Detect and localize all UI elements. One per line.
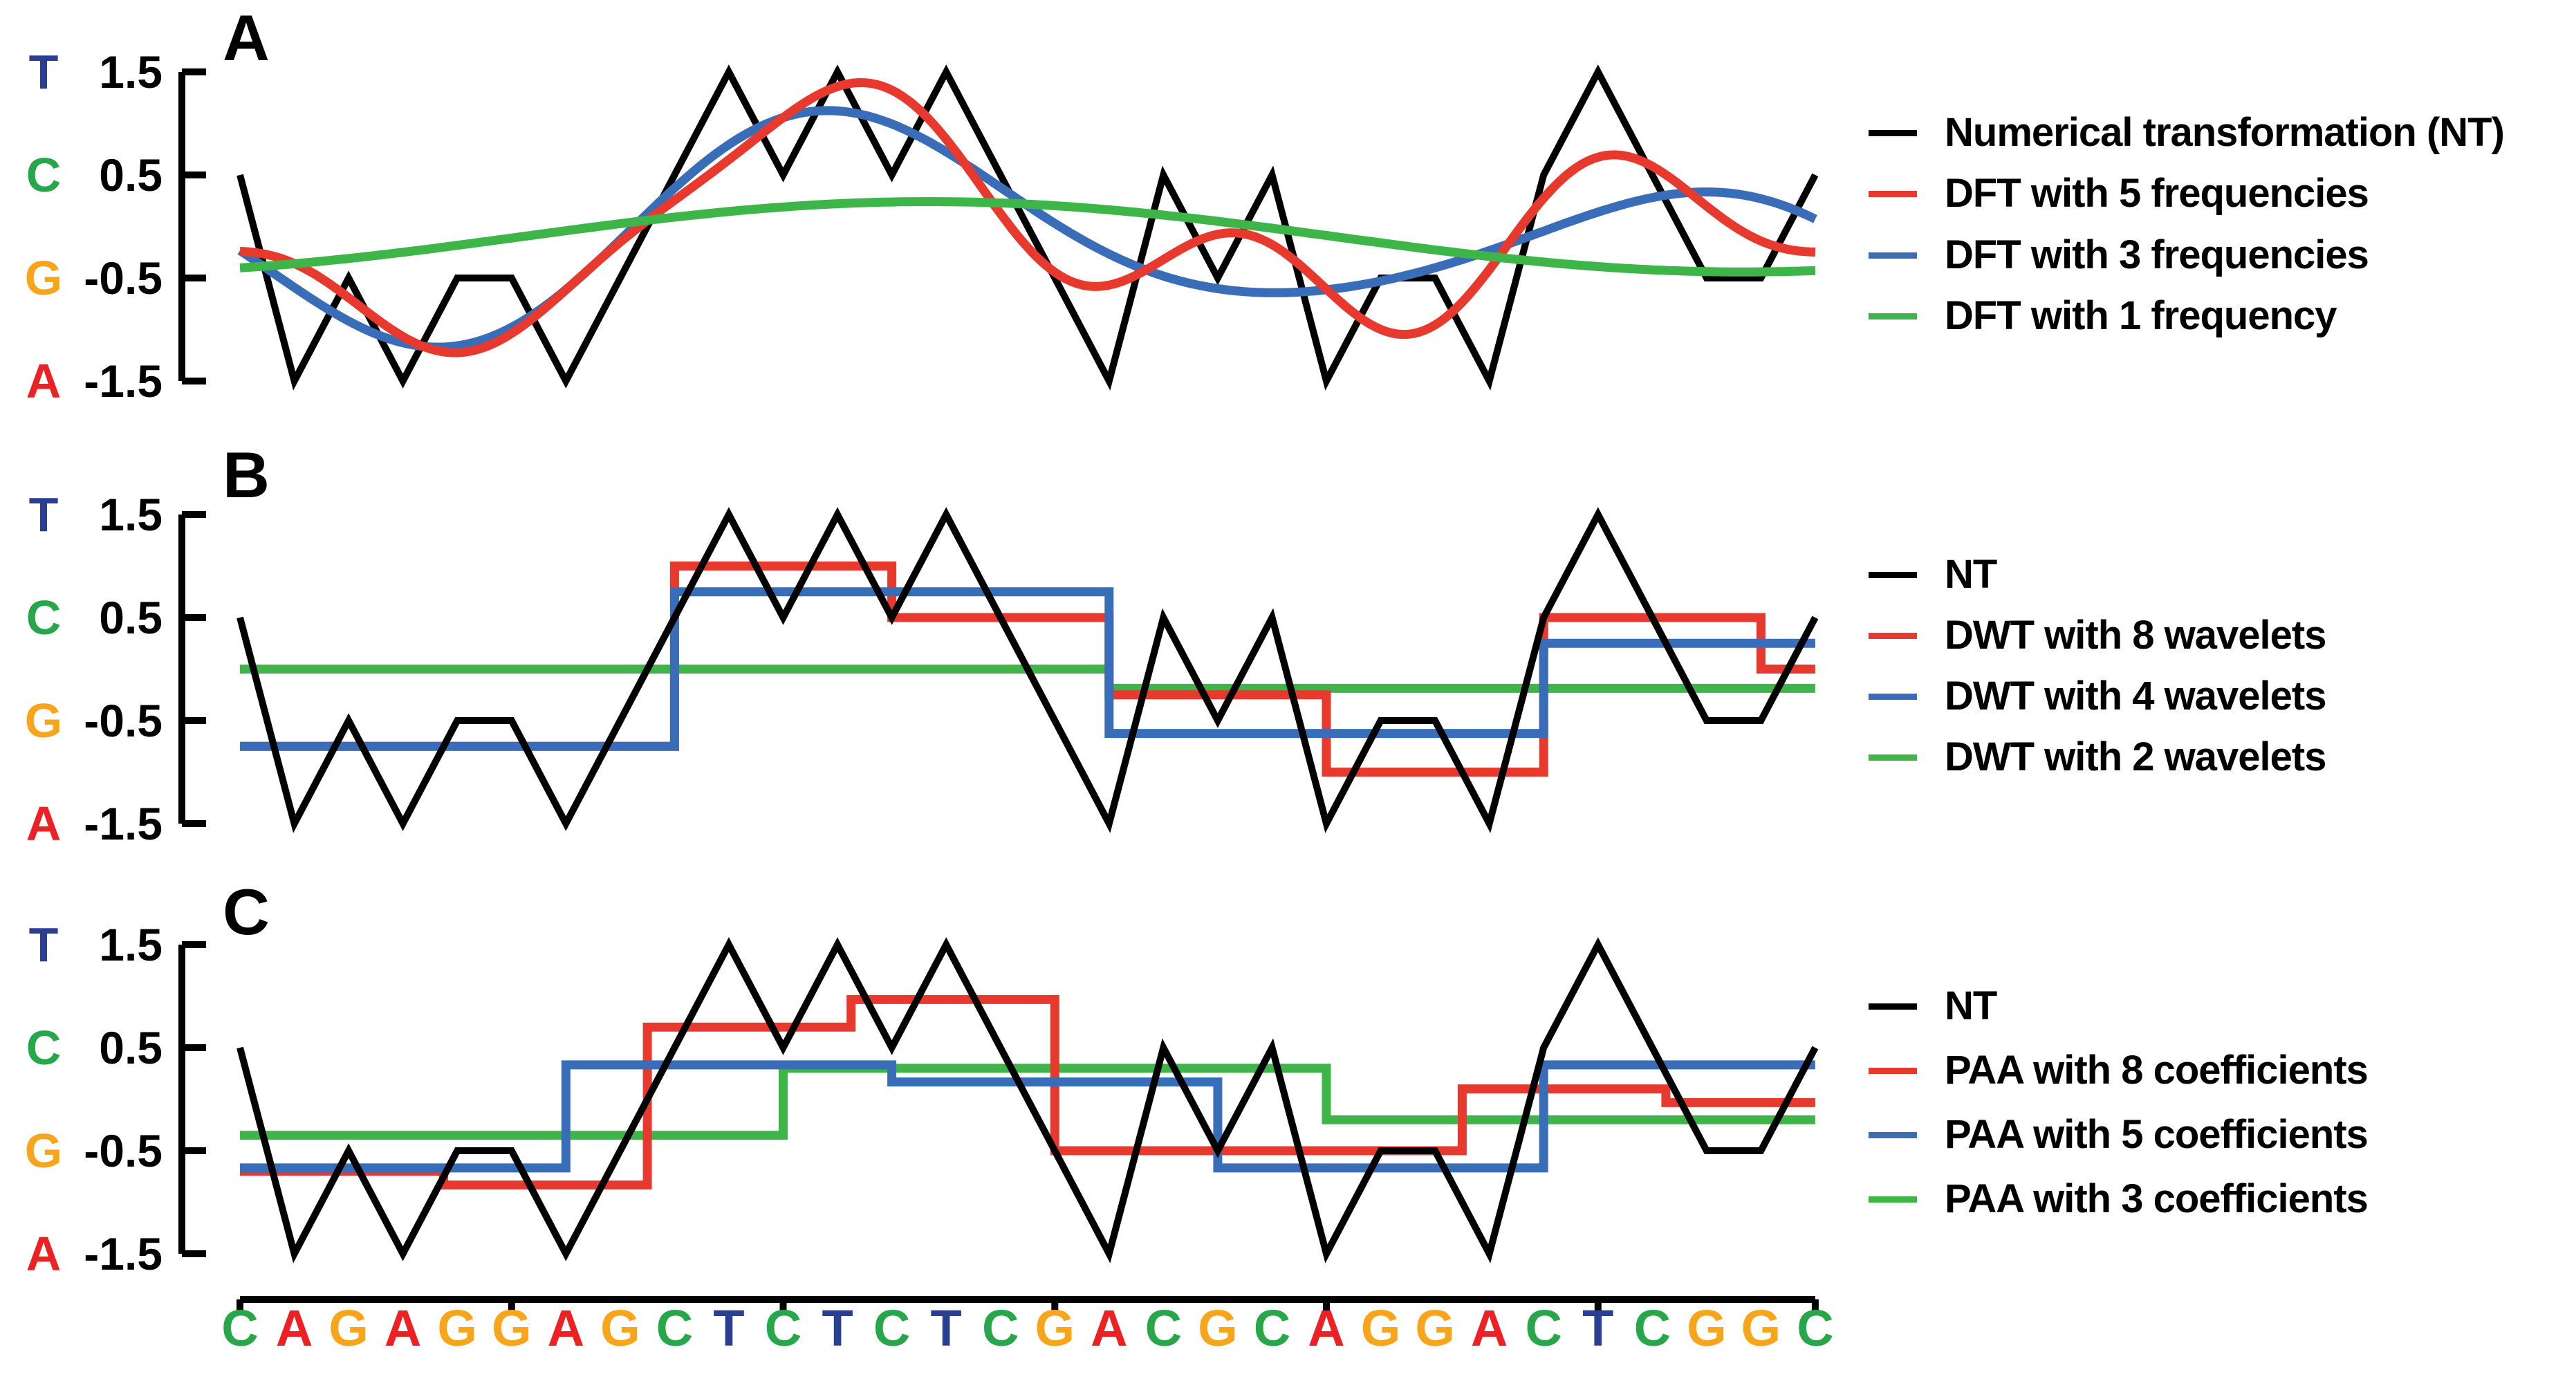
legend-swatch-dft-with-5-frequencies-icon: [1869, 191, 1917, 197]
sequence-letter-2-a: A: [275, 1299, 313, 1357]
legend-swatch-numerical-transformation-nt-icon: [1869, 130, 1917, 136]
panel-a-base-letter-c: C: [26, 148, 62, 202]
panel-c-base-letter-g: G: [24, 1124, 63, 1178]
legend-label-a-dft-with-5-frequencies: DFT with 5 frequencies: [1945, 171, 2369, 216]
panel-c-ytick-label-0-5: -0.5: [84, 1125, 163, 1176]
panel-a-y-axis: [178, 68, 206, 384]
panel-c-ytick-label-1-5: 1.5: [99, 919, 163, 970]
panel-a-ytick-label-1-5: 1.5: [99, 46, 163, 98]
sequence-letter-24-a: A: [1470, 1299, 1508, 1357]
legend-label-c-paa-with-8-coefficients: PAA with 8 coefficients: [1945, 1048, 2369, 1093]
sequence-letter-17-a: A: [1091, 1299, 1128, 1357]
sequence-letter-25-c: C: [1525, 1299, 1562, 1357]
sequence-letter-21-a: A: [1308, 1299, 1345, 1357]
panel-c-base-letter-c: C: [26, 1021, 62, 1075]
sequence-letter-8-g: G: [600, 1299, 640, 1357]
panel-c-ytick-label-1-5: -1.5: [84, 1228, 163, 1279]
legend-label-b-nt: NT: [1945, 552, 1997, 597]
sequence-letter-22-g: G: [1360, 1299, 1401, 1357]
panel-a-title: A: [223, 1, 270, 74]
panel-a-base-letter-t: T: [28, 45, 59, 99]
legend-label-b-dwt-with-2-wavelets: DWT with 2 wavelets: [1945, 734, 2326, 779]
sequence-letter-16-g: G: [1035, 1299, 1075, 1357]
panel-c-base-letter-t: T: [28, 918, 59, 972]
panel-a-dft-with-5-frequencies-line: [239, 77, 1816, 358]
panel-a-dft-with-1-frequency-line: [239, 196, 1816, 277]
sequence-letter-20-c: C: [1253, 1299, 1291, 1357]
panel-a-numerical-transformation-nt-line: [237, 64, 1819, 391]
legend-swatch-nt-icon: [1869, 572, 1917, 578]
panel-a-ytick-label-0-5: -0.5: [84, 252, 163, 304]
sequence-letter-9-c: C: [656, 1299, 694, 1357]
panel-b-title: B: [223, 438, 270, 511]
sequence-letter-4-a: A: [384, 1299, 422, 1357]
panel-b-ytick-label-0-5: 0.5: [99, 592, 163, 643]
legend-label-c-paa-with-3-coefficients: PAA with 3 coefficients: [1945, 1176, 2369, 1221]
sequence-letter-5-g: G: [437, 1299, 477, 1357]
panel-c-ytick-label-0-5: 0.5: [99, 1022, 163, 1073]
legend-label-a-dft-with-1-frequency: DFT with 1 frequency: [1945, 293, 2337, 338]
sequence-letter-14-t: T: [930, 1299, 962, 1357]
legend-label-b-dwt-with-4-wavelets: DWT with 4 wavelets: [1945, 674, 2326, 719]
panel-b-dwt-with-4-wavelets-line: [240, 587, 1815, 751]
panel-a-base-letter-g: G: [24, 251, 63, 305]
sequence-letter-11-c: C: [764, 1299, 802, 1357]
sequence-letter-28-g: G: [1687, 1299, 1727, 1357]
panel-b-nt-line: [237, 507, 1819, 833]
legend-label-c-paa-with-5-coefficients: PAA with 5 coefficients: [1945, 1112, 2369, 1157]
panel-c-paa-with-5-coefficients-line: [240, 1060, 1815, 1173]
panel-b-base-letter-c: C: [26, 591, 62, 645]
legend-swatch-dft-with-1-frequency-icon: [1869, 313, 1917, 319]
legend-swatch-dwt-with-8-wavelets-icon: [1869, 633, 1917, 639]
legend-label-c-nt: NT: [1945, 983, 1997, 1028]
sequence-letter-1-c: C: [221, 1299, 259, 1357]
legend-swatch-paa-with-8-coefficients-icon: [1869, 1068, 1917, 1074]
sequence-letter-29-g: G: [1741, 1299, 1781, 1357]
sequence-letter-27-c: C: [1633, 1299, 1671, 1357]
legend-swatch-dwt-with-2-wavelets-icon: [1869, 754, 1917, 761]
sequence-letter-7-a: A: [547, 1299, 585, 1357]
sequence-letter-10-t: T: [713, 1299, 745, 1357]
sequence-letter-19-g: G: [1198, 1299, 1238, 1357]
panel-b-ytick-label-1-5: -1.5: [84, 798, 163, 849]
legend-swatch-paa-with-3-coefficients-icon: [1869, 1196, 1917, 1203]
legend-swatch-dft-with-3-frequencies-icon: [1869, 252, 1917, 259]
panel-c-y-axis: [178, 941, 206, 1257]
legend-swatch-nt-icon: [1869, 1003, 1917, 1010]
sequence-letter-3-g: G: [328, 1299, 369, 1357]
sequence-letter-18-c: C: [1145, 1299, 1183, 1357]
sequence-letter-23-g: G: [1415, 1299, 1455, 1357]
panel-b-base-letter-t: T: [28, 488, 59, 541]
sequence-x-axis: [237, 1296, 1819, 1313]
panel-a-ytick-label-1-5: -1.5: [84, 355, 163, 407]
legend-swatch-paa-with-5-coefficients-icon: [1869, 1132, 1917, 1138]
sequence-letter-30-c: C: [1797, 1299, 1834, 1357]
sequence-letter-6-g: G: [491, 1299, 532, 1357]
panel-b-base-letter-a: A: [26, 797, 62, 851]
panel-a-base-letter-a: A: [26, 354, 62, 408]
legend-swatch-dwt-with-4-wavelets-icon: [1869, 694, 1917, 700]
panel-c-paa-with-8-coefficients-line: [240, 994, 1815, 1190]
sequence-letter-26-t: T: [1582, 1299, 1614, 1357]
panel-c-nt-line: [237, 937, 1819, 1263]
panel-a-ytick-label-0-5: 0.5: [99, 149, 163, 201]
panel-c-base-letter-a: A: [26, 1227, 62, 1281]
panel-b-ytick-label-1-5: 1.5: [99, 489, 163, 540]
panel-b-ytick-label-0-5: -0.5: [84, 695, 163, 746]
sequence-letter-13-c: C: [873, 1299, 911, 1357]
sequence-letter-12-t: T: [822, 1299, 853, 1357]
legend-label-a-numerical-transformation-nt: Numerical transformation (NT): [1945, 110, 2505, 155]
sequence-letter-15-c: C: [981, 1299, 1019, 1357]
legend-label-b-dwt-with-8-wavelets: DWT with 8 wavelets: [1945, 613, 2326, 658]
legend-label-a-dft-with-3-frequencies: DFT with 3 frequencies: [1945, 232, 2369, 277]
panel-c-title: C: [223, 875, 270, 948]
panel-b-base-letter-g: G: [24, 694, 63, 748]
panel-b-y-axis: [178, 511, 206, 827]
